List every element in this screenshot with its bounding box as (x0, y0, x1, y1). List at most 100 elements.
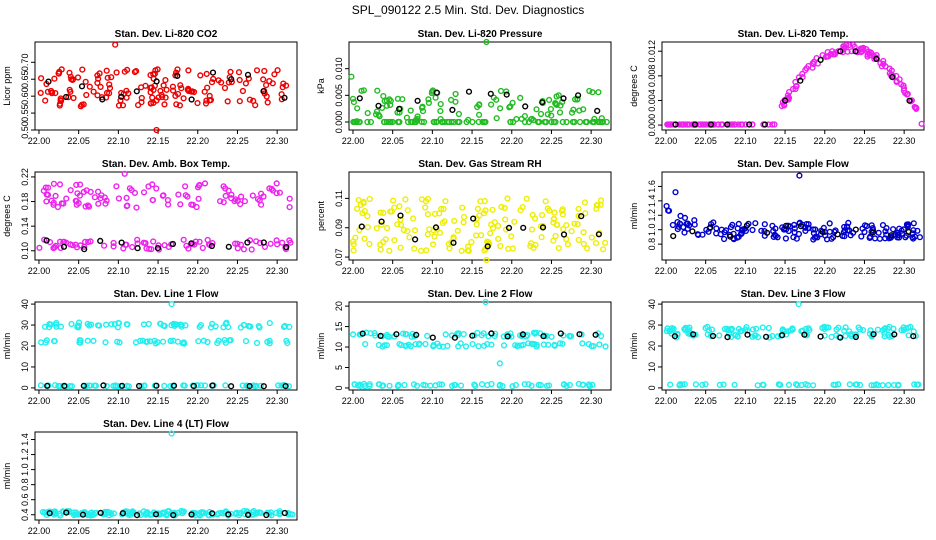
data-point (123, 94, 130, 101)
data-point (105, 90, 113, 97)
data-point (487, 230, 494, 237)
data-point (574, 92, 582, 99)
data-point (761, 221, 768, 228)
data-point (481, 247, 488, 254)
x-tick-label: 22.25 (226, 396, 249, 406)
data-point (481, 118, 488, 126)
x-tick-label: 22.25 (540, 136, 563, 146)
data-point (123, 203, 130, 210)
data-point (530, 116, 537, 124)
data-point (731, 381, 738, 388)
data-point (805, 221, 812, 228)
data-point (180, 236, 187, 243)
data-point (52, 510, 59, 518)
data-point (842, 332, 849, 340)
data-point (115, 195, 123, 202)
data-point (269, 80, 276, 87)
data-point (582, 210, 589, 217)
data-point (287, 239, 294, 246)
data-point (532, 241, 539, 249)
data-point (174, 338, 182, 345)
data-point (387, 101, 394, 109)
data-point (819, 324, 826, 332)
data-point (62, 93, 70, 101)
data-point (533, 329, 540, 336)
data-point (85, 203, 93, 210)
data-point (582, 118, 589, 126)
data-point (380, 209, 387, 217)
data-point (413, 331, 420, 339)
data-point (817, 333, 824, 340)
data-point (51, 382, 59, 389)
data-point (373, 225, 380, 232)
data-point (556, 109, 564, 116)
data-point (149, 94, 156, 101)
data-point (51, 75, 58, 82)
data-point (875, 229, 882, 236)
data-point (797, 223, 805, 230)
data-point (280, 323, 288, 331)
data-point (519, 331, 527, 338)
panel-2: Stan. Dev. Li-820 Pressure 22.00 22.05 22.1… (316, 29, 612, 146)
data-point (702, 325, 709, 332)
data-point (574, 95, 581, 103)
data-point (474, 103, 481, 111)
panel-title: Stan. Dev. Sample Flow (737, 159, 849, 170)
data-point (898, 230, 906, 237)
data-point (77, 339, 84, 346)
x-tick-label: 22.25 (853, 266, 876, 276)
data-point (879, 222, 887, 229)
data-point (497, 105, 504, 112)
data-point (361, 383, 368, 390)
data-point (430, 343, 437, 350)
panel-10: Stan. Dev. Line 4 (LT) Flow 22.00 22.05 22.… (2, 419, 298, 536)
data-point (350, 331, 357, 338)
data-point (894, 234, 901, 241)
data-point (170, 382, 178, 389)
data-point (363, 329, 370, 336)
y-tick-label: 0.000 (334, 111, 344, 134)
data-point (396, 203, 403, 210)
data-point (131, 68, 139, 76)
data-point (110, 243, 117, 250)
data-point (557, 330, 564, 337)
data-point (410, 215, 417, 222)
data-point (478, 381, 486, 388)
data-point (279, 84, 286, 91)
x-tick-label: 22.15 (461, 266, 484, 276)
data-point (236, 98, 243, 105)
data-point (395, 381, 402, 389)
y-axis-label: Licor ppm (2, 66, 12, 106)
data-point (245, 75, 252, 82)
data-point (505, 224, 513, 232)
data-point (877, 60, 884, 67)
data-point (913, 104, 920, 111)
data-point (193, 203, 200, 211)
data-point (81, 246, 88, 253)
data-point (242, 338, 250, 345)
plot-frame (348, 41, 612, 131)
data-point (70, 94, 77, 102)
data-point (425, 99, 433, 107)
data-point (209, 240, 216, 247)
data-point (110, 239, 117, 247)
data-point (770, 233, 777, 241)
data-point (210, 75, 217, 83)
data-point (418, 196, 426, 203)
data-point (463, 118, 470, 126)
data-point (119, 510, 127, 517)
y-tick-label: 20 (334, 301, 344, 311)
y-tick-label: 1.2 (647, 209, 657, 222)
plot-frame (34, 41, 298, 131)
data-point (208, 242, 216, 250)
x-tick-label: 22.05 (67, 266, 90, 276)
data-point (694, 231, 701, 238)
data-point (43, 237, 50, 244)
data-point (395, 118, 402, 126)
data-point (140, 239, 147, 246)
data-point (209, 69, 217, 76)
data-point (359, 330, 366, 337)
data-point (266, 320, 273, 327)
data-point (819, 228, 826, 235)
data-point (834, 231, 841, 238)
